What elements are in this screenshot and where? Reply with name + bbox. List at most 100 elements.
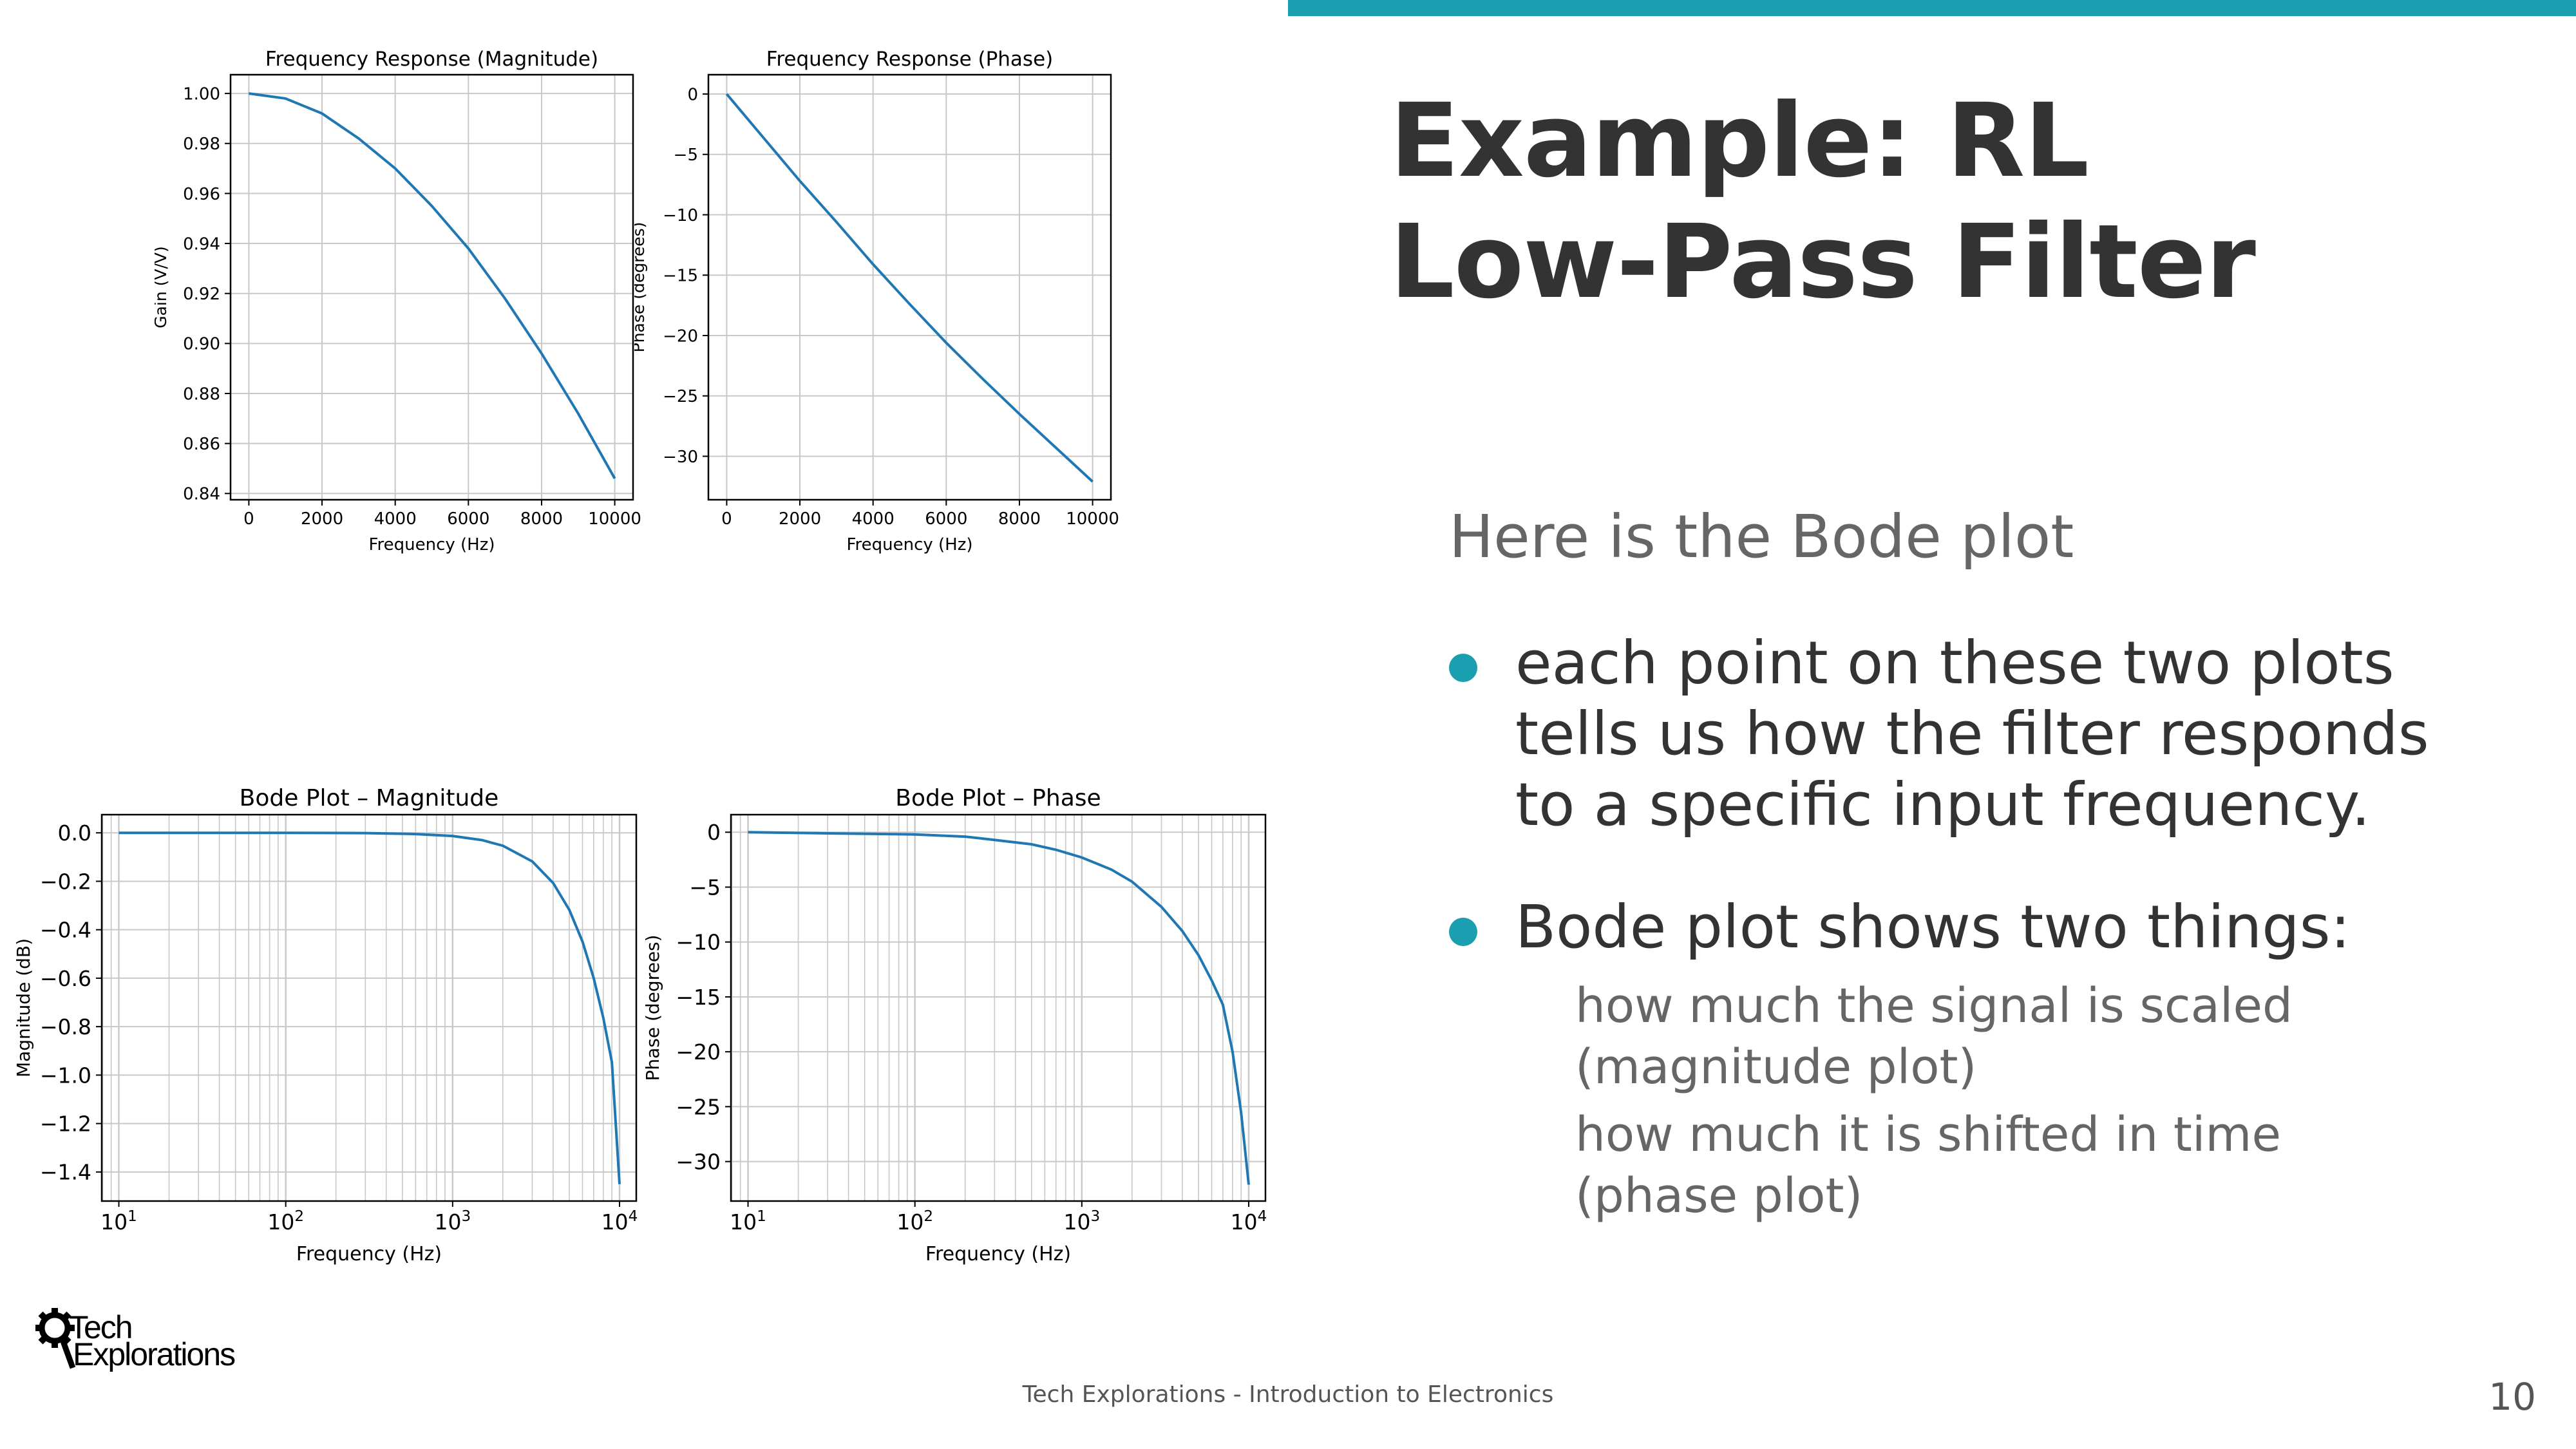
gear-icon (35, 1308, 76, 1369)
y-tick-label: 0 (707, 820, 721, 845)
x-tick-exponent: 1 (128, 1208, 137, 1225)
y-tick-label: −15 (663, 267, 698, 286)
y-tick-label: −10 (676, 930, 721, 955)
y-tick-label: 0.86 (183, 435, 220, 454)
y-tick-label: −1.2 (40, 1112, 91, 1137)
x-tick-label: 4000 (852, 509, 895, 529)
chart-svg: 0 2000 4000 6000 8000 10000 0.84 0.86 0.88 0.90 0.… (155, 48, 641, 554)
y-tick-label: −5 (689, 875, 721, 900)
y-tick-label: −20 (676, 1039, 721, 1065)
y-tick-label: 0.90 (183, 335, 220, 354)
chart-bode-phase: 101 102 103 104 0 −5 −10 −15 −20 −25 −30 Bode Plot … (644, 782, 1282, 1278)
y-tick-label: −1.4 (40, 1160, 91, 1185)
bullet-dot-icon (1449, 654, 1477, 682)
y-tick-label: −30 (676, 1150, 721, 1175)
chart-frequency-magnitude: 0 2000 4000 6000 8000 10000 0.84 0.86 0.88 0.90 0.… (155, 39, 644, 560)
y-tick-label: 0.94 (183, 234, 220, 254)
x-tick-exponent: 2 (923, 1208, 933, 1225)
plot-frame (229, 73, 634, 501)
bullet-dot-icon (1449, 918, 1477, 946)
bullet-point: Bode plot shows two things: (1449, 892, 2454, 963)
y-tick-label: −25 (663, 387, 698, 406)
series-line (725, 93, 1094, 483)
x-tick-label: 2000 (301, 509, 343, 529)
x-tick-label: 10000 (588, 509, 641, 529)
plot-frame (730, 813, 1267, 1202)
y-tick-label: 0.0 (58, 820, 91, 846)
chart-title: Bode Plot – Phase (895, 785, 1101, 811)
y-tick-label: 0.84 (183, 485, 220, 504)
series-line (249, 92, 616, 479)
x-tick-label: 101 (100, 1208, 137, 1235)
x-tick-label: 101 (730, 1208, 766, 1235)
x-tick-exponent: 2 (294, 1208, 304, 1225)
y-axis-label: Phase (degrees) (634, 222, 648, 353)
accent-bar (1288, 0, 2576, 16)
tech-explorations-logo: Tech Explorations (35, 1307, 261, 1372)
x-tick-label: 6000 (925, 509, 967, 529)
logo-text-tech: Tech (69, 1309, 132, 1345)
y-tick-label: 1.00 (183, 84, 220, 104)
chart-frequency-phase: 0 2000 4000 6000 8000 10000 0 −5 −10 −15 −20 −25 −30… (634, 39, 1124, 560)
y-tick-label: −0.8 (40, 1014, 91, 1039)
title-line-1: Example: RL (1390, 82, 2089, 200)
logo-text-explorations: Explorations (73, 1336, 235, 1372)
y-tick-label: −0.4 (40, 918, 91, 943)
chart-title: Bode Plot – Magnitude (240, 785, 499, 811)
x-tick-exponent: 3 (1090, 1208, 1100, 1225)
x-tick-label: 0 (721, 509, 732, 529)
y-tick-label: −0.6 (40, 966, 91, 991)
chart-svg: 101 102 103 104 0.0 −0.2 −0.4 −0.6 −0.8 −1.0 −1.2 −… (13, 785, 638, 1265)
x-axis-label: Frequency (Hz) (296, 1243, 442, 1265)
sub-point: how much it is shifted in time (phase pl… (1575, 1107, 2282, 1224)
x-axis-label: Frequency (Hz) (925, 1243, 1071, 1265)
x-tick-label: 8000 (520, 509, 563, 529)
y-tick-label: −0.2 (40, 869, 91, 894)
bullet-point: each point on these two plots tells us h… (1449, 628, 2454, 840)
y-tick-label: −20 (663, 327, 698, 346)
chart-svg: 101 102 103 104 0 −5 −10 −15 −20 −25 −30 Bode Plot … (644, 785, 1267, 1265)
series-line (118, 831, 621, 1184)
y-tick-label: 0.92 (183, 285, 220, 304)
x-tick-label: 103 (434, 1208, 471, 1235)
intro-text: Here is the Bode plot (1449, 502, 2074, 571)
x-axis-label: Frequency (Hz) (368, 535, 495, 554)
x-tick-label: 2000 (779, 509, 821, 529)
y-tick-label: 0 (687, 85, 698, 104)
y-axis-label: Magnitude (dB) (13, 938, 34, 1077)
x-tick-label: 0 (243, 509, 254, 529)
sub-point: how much the signal is scaled (magnitude… (1575, 978, 2293, 1095)
x-axis-label: Frequency (Hz) (846, 535, 972, 554)
x-tick-exponent: 3 (461, 1208, 471, 1225)
x-tick-label: 10000 (1066, 509, 1119, 529)
slide-title: Example: RL Low-Pass Filter (1390, 80, 2517, 323)
y-tick-label: −5 (674, 146, 698, 165)
series-line (748, 831, 1250, 1185)
y-tick-label: −25 (676, 1094, 721, 1119)
x-tick-label: 104 (601, 1208, 638, 1235)
bullet-text: each point on these two plots tells us h… (1515, 629, 2429, 839)
y-tick-label: 0.98 (183, 135, 220, 154)
x-tick-label: 6000 (447, 509, 489, 529)
y-tick-label: −30 (663, 448, 698, 467)
x-tick-label: 103 (1063, 1208, 1100, 1235)
x-tick-exponent: 4 (1258, 1208, 1267, 1225)
chart-title: Frequency Response (Phase) (766, 48, 1054, 71)
y-axis-label: Phase (degrees) (644, 934, 663, 1081)
x-tick-label: 104 (1231, 1208, 1267, 1235)
y-axis-label: Gain (V/V) (155, 246, 170, 328)
y-tick-label: −1.0 (40, 1063, 91, 1088)
x-tick-exponent: 1 (757, 1208, 766, 1225)
y-tick-label: 0.96 (183, 185, 220, 204)
y-tick-label: −15 (676, 985, 721, 1010)
x-tick-label: 102 (267, 1208, 304, 1235)
chart-bode-magnitude: 101 102 103 104 0.0 −0.2 −0.4 −0.6 −0.8 −1.0 −1.2 −… (13, 782, 644, 1278)
x-tick-label: 8000 (998, 509, 1041, 529)
chart-title: Frequency Response (Magnitude) (265, 48, 598, 71)
chart-svg: 0 2000 4000 6000 8000 10000 0 −5 −10 −15 −20 −25 −30… (634, 48, 1119, 554)
plot-frame (100, 813, 638, 1202)
page-number: 10 (2488, 1375, 2536, 1419)
plot-frame (707, 73, 1112, 501)
bullet-text: Bode plot shows two things: (1515, 893, 2351, 961)
y-tick-label: −10 (663, 206, 698, 225)
